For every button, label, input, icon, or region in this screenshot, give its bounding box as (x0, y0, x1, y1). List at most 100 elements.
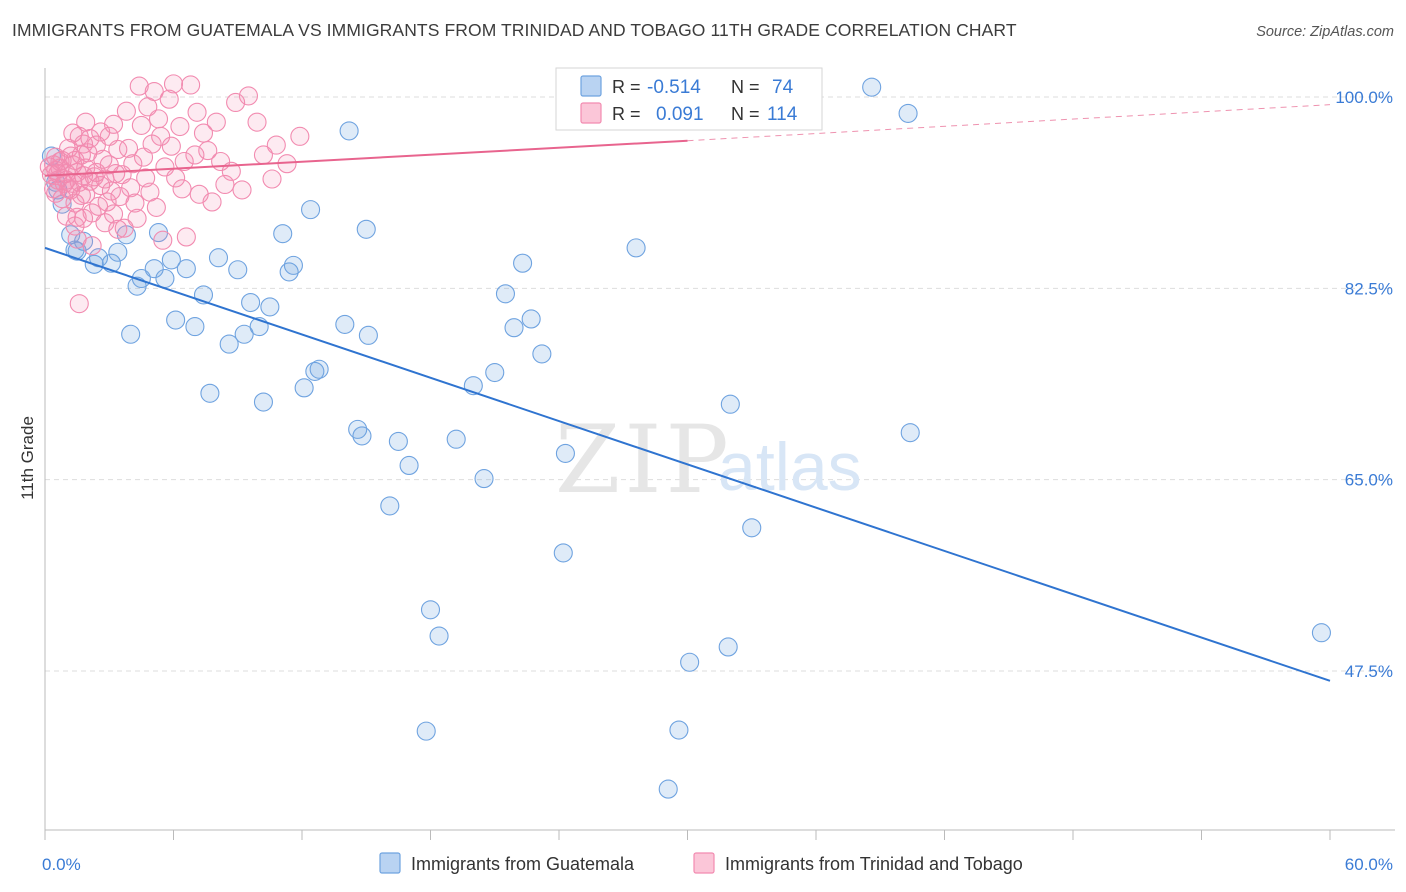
point-guatemala-49 (416, 721, 436, 741)
point-guatemala-43 (352, 426, 372, 446)
stats-n-value-trinidad: 114 (767, 104, 798, 125)
point-trinidad-100 (202, 192, 222, 212)
point-guatemala-24 (200, 383, 220, 403)
point-trinidad-104 (221, 161, 241, 181)
y-tick-label-1: 65.0% (1345, 471, 1393, 490)
point-trinidad-91 (172, 179, 192, 199)
y-axis-title: 11th Grade (18, 416, 37, 500)
point-guatemala-50 (420, 600, 441, 620)
stats-n-label-guatemala: N = (731, 77, 760, 97)
point-trinidad-84 (153, 230, 173, 250)
point-guatemala-29 (241, 292, 261, 313)
point-guatemala-22 (185, 317, 205, 337)
point-guatemala-11 (108, 242, 128, 262)
point-guatemala-41 (339, 121, 359, 141)
point-trinidad-71 (125, 193, 145, 213)
stats-r-label-guatemala: R = (612, 77, 641, 97)
stats-swatch-trinidad (580, 102, 602, 124)
point-guatemala-51 (429, 626, 449, 646)
point-guatemala-15 (131, 268, 151, 289)
point-guatemala-60 (532, 344, 552, 364)
legend-label-guatemala: Immigrants from Guatemala (411, 854, 635, 874)
point-guatemala-73 (1311, 623, 1331, 643)
legend-swatch-guatemala (379, 852, 401, 874)
point-guatemala-19 (161, 250, 181, 270)
point-trinidad-72 (127, 208, 147, 228)
point-guatemala-36 (294, 378, 314, 398)
data-points (39, 74, 1331, 799)
source-credit: Source: ZipAtlas.com (1256, 24, 1394, 40)
legend-swatch-trinidad (693, 852, 715, 874)
point-trinidad-68 (118, 138, 139, 158)
point-trinidad-83 (151, 126, 171, 146)
trend-line-guatemala (44, 246, 1331, 682)
point-guatemala-28 (234, 324, 254, 344)
trend-line-trinidad-extension (687, 104, 1331, 142)
legend-label-trinidad: Immigrants from Trinidad and Tobago (725, 854, 1023, 874)
point-guatemala-13 (121, 324, 141, 344)
point-guatemala-25 (208, 248, 229, 268)
point-guatemala-64 (658, 779, 678, 799)
point-trinidad-88 (163, 74, 184, 94)
point-guatemala-32 (260, 297, 280, 317)
point-guatemala-27 (228, 260, 248, 280)
point-trinidad-55 (97, 192, 117, 212)
point-trinidad-108 (247, 112, 267, 132)
point-trinidad-111 (266, 135, 286, 155)
point-trinidad-62 (108, 219, 128, 239)
point-guatemala-35 (283, 255, 303, 275)
point-trinidad-95 (185, 145, 205, 165)
point-trinidad-49 (88, 196, 109, 216)
stats-r-value-trinidad: 0.091 (656, 104, 704, 125)
y-tick-label-0: 47.5% (1345, 662, 1393, 681)
gridlines (45, 96, 1395, 672)
point-guatemala-38 (309, 359, 329, 379)
point-guatemala-21 (176, 259, 196, 279)
point-guatemala-68 (720, 394, 740, 414)
point-guatemala-16 (144, 259, 164, 279)
x-tick-label-max: 60.0% (1345, 855, 1393, 874)
point-trinidad-73 (129, 76, 149, 96)
y-tick-label-2: 82.5% (1345, 279, 1393, 298)
x-tick-labels: 0.0% 60.0% (42, 855, 1393, 874)
point-guatemala-44 (356, 219, 376, 239)
point-guatemala-47 (388, 431, 408, 451)
point-trinidad-92 (174, 151, 194, 172)
y-tick-label-3: 100.0% (1335, 88, 1393, 107)
point-trinidad-66 (114, 218, 134, 238)
point-trinidad-96 (187, 102, 207, 122)
watermark-zip: ZIP (555, 406, 733, 515)
point-trinidad-99 (198, 141, 218, 161)
point-guatemala-56 (495, 284, 516, 304)
point-guatemala-70 (862, 77, 882, 97)
point-guatemala-62 (555, 443, 575, 463)
point-trinidad-76 (136, 168, 156, 188)
point-guatemala-18 (155, 268, 175, 289)
point-trinidad-81 (146, 197, 166, 217)
stats-r-value-guatemala: -0.514 (647, 77, 701, 98)
point-trinidad-74 (131, 115, 151, 135)
point-trinidad-93 (176, 227, 196, 247)
point-guatemala-59 (521, 309, 541, 329)
point-guatemala-33 (273, 224, 293, 244)
point-trinidad-110 (262, 169, 282, 189)
point-trinidad-82 (148, 109, 169, 129)
point-guatemala-71 (898, 103, 918, 123)
point-trinidad-94 (181, 75, 201, 95)
watermark-atlas: atlas (718, 429, 862, 505)
legend: Immigrants from Guatemala Immigrants fro… (379, 852, 1023, 874)
axes (44, 68, 1395, 840)
point-guatemala-48 (399, 455, 419, 476)
point-guatemala-45 (358, 325, 378, 345)
stats-swatch-guatemala (580, 75, 602, 97)
point-guatemala-55 (485, 362, 505, 383)
point-trinidad-113 (290, 126, 310, 146)
point-guatemala-54 (474, 469, 494, 489)
point-trinidad-36 (74, 166, 94, 186)
stats-n-label-trinidad: N = (731, 104, 760, 124)
point-guatemala-72 (900, 423, 920, 443)
point-trinidad-59 (103, 204, 124, 224)
point-trinidad-61 (106, 163, 126, 184)
point-trinidad-86 (159, 89, 179, 109)
